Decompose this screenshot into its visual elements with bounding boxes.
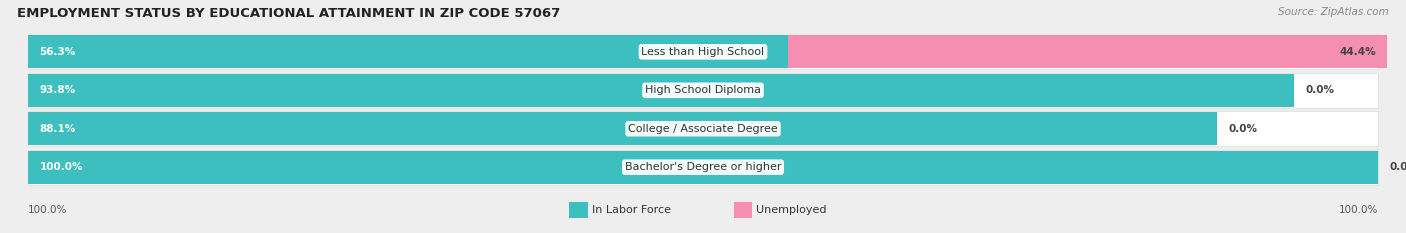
Text: 100.0%: 100.0% xyxy=(1339,205,1378,215)
Bar xyxy=(28,73,1378,108)
Text: 0.0%: 0.0% xyxy=(1229,124,1257,134)
Bar xyxy=(28,35,787,68)
Text: High School Diploma: High School Diploma xyxy=(645,85,761,95)
Bar xyxy=(787,35,1388,68)
Bar xyxy=(569,202,588,218)
Text: Bachelor's Degree or higher: Bachelor's Degree or higher xyxy=(624,162,782,172)
Bar xyxy=(28,74,1294,107)
Text: 0.0%: 0.0% xyxy=(1389,162,1406,172)
Text: Less than High School: Less than High School xyxy=(641,47,765,57)
Bar xyxy=(734,202,752,218)
Bar xyxy=(28,112,1218,145)
Text: In Labor Force: In Labor Force xyxy=(592,205,671,215)
Text: 56.3%: 56.3% xyxy=(39,47,76,57)
Bar xyxy=(28,111,1378,146)
Text: Unemployed: Unemployed xyxy=(756,205,827,215)
Text: Source: ZipAtlas.com: Source: ZipAtlas.com xyxy=(1278,7,1389,17)
Bar xyxy=(28,150,1378,185)
Text: College / Associate Degree: College / Associate Degree xyxy=(628,124,778,134)
Text: 100.0%: 100.0% xyxy=(39,162,83,172)
Text: EMPLOYMENT STATUS BY EDUCATIONAL ATTAINMENT IN ZIP CODE 57067: EMPLOYMENT STATUS BY EDUCATIONAL ATTAINM… xyxy=(17,7,560,20)
Text: 44.4%: 44.4% xyxy=(1340,47,1376,57)
Text: 93.8%: 93.8% xyxy=(39,85,76,95)
Text: 100.0%: 100.0% xyxy=(28,205,67,215)
Text: 0.0%: 0.0% xyxy=(1305,85,1334,95)
Bar xyxy=(28,151,1378,184)
Bar xyxy=(28,34,1378,69)
Text: 88.1%: 88.1% xyxy=(39,124,76,134)
